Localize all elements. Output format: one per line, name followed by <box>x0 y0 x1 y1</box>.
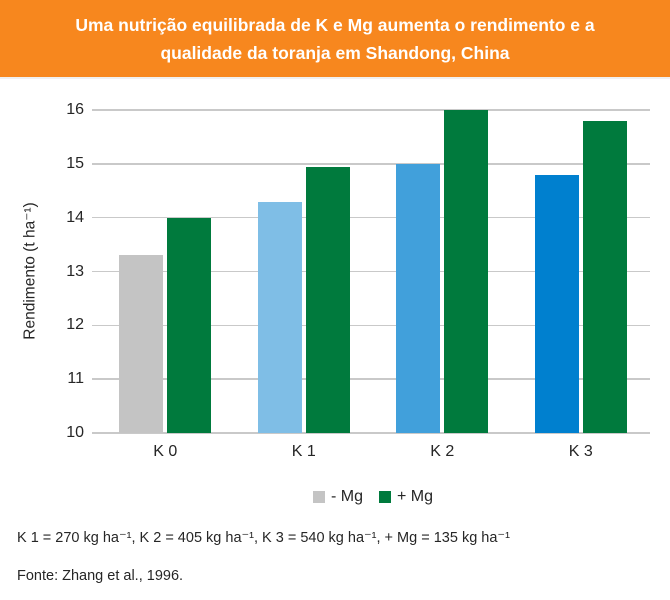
footnote-treatments: K 1 = 270 kg ha⁻¹, K 2 = 405 kg ha⁻¹, K … <box>17 530 510 546</box>
x-tick-label-k2: K 2 <box>430 443 455 460</box>
x-tick-label-k1: K 1 <box>291 443 316 460</box>
y-tick-label-13: 13 <box>66 262 84 280</box>
gridline-y11 <box>92 378 650 380</box>
title-banner: Uma nutrição equilibrada de K e Mg aumen… <box>0 0 670 79</box>
x-tick-label-k3: K 3 <box>568 443 593 460</box>
y-tick-label-11: 11 <box>67 370 84 388</box>
legend-swatch-plus-mg <box>378 491 391 503</box>
x-tick-label-k0: K 0 <box>153 443 178 460</box>
y-tick-label-16: 16 <box>66 101 84 118</box>
y-tick-label-10: 10 <box>66 424 84 441</box>
y-tick-label-15: 15 <box>66 154 84 172</box>
gridline-y12 <box>92 324 650 327</box>
gridline-y16 <box>92 109 650 111</box>
chart-title: Uma nutrição equilibrada de K e Mg aumen… <box>75 14 595 63</box>
bar-k0-minus-mg <box>119 255 164 433</box>
legend-swatch-minus-mg <box>312 491 325 503</box>
legend: - Mg + Mg <box>96 488 650 506</box>
gridline-y13 <box>92 270 650 273</box>
bar-k2-minus-mg <box>396 163 441 433</box>
bar-k1-minus-mg <box>257 201 302 433</box>
bar-k3-plus-mg <box>582 120 627 433</box>
legend-label-plus-mg: + Mg <box>396 488 433 505</box>
gridline-y14 <box>92 216 650 219</box>
y-tick-label-12: 12 <box>66 316 84 334</box>
footnote-source: Fonte: Zhang et al., 1996. <box>17 568 184 584</box>
bar-k3-minus-mg <box>534 174 579 433</box>
y-axis-title: Rendimento (t ha⁻¹) <box>21 202 39 340</box>
gridline-y10 <box>92 432 650 434</box>
gridline-y15 <box>92 163 650 165</box>
bar-k2-plus-mg <box>444 110 489 433</box>
bar-k1-plus-mg <box>305 166 350 433</box>
legend-item-plus-mg: + Mg <box>378 488 433 506</box>
legend-label-minus-mg: - Mg <box>330 488 363 505</box>
legend-item-minus-mg: - Mg <box>312 488 363 506</box>
bar-k0-plus-mg <box>167 217 212 433</box>
y-tick-label-14: 14 <box>66 208 84 226</box>
plot-area: 10 11 12 13 14 15 16 K 0 K 1 K 2 K 3 <box>66 101 650 460</box>
